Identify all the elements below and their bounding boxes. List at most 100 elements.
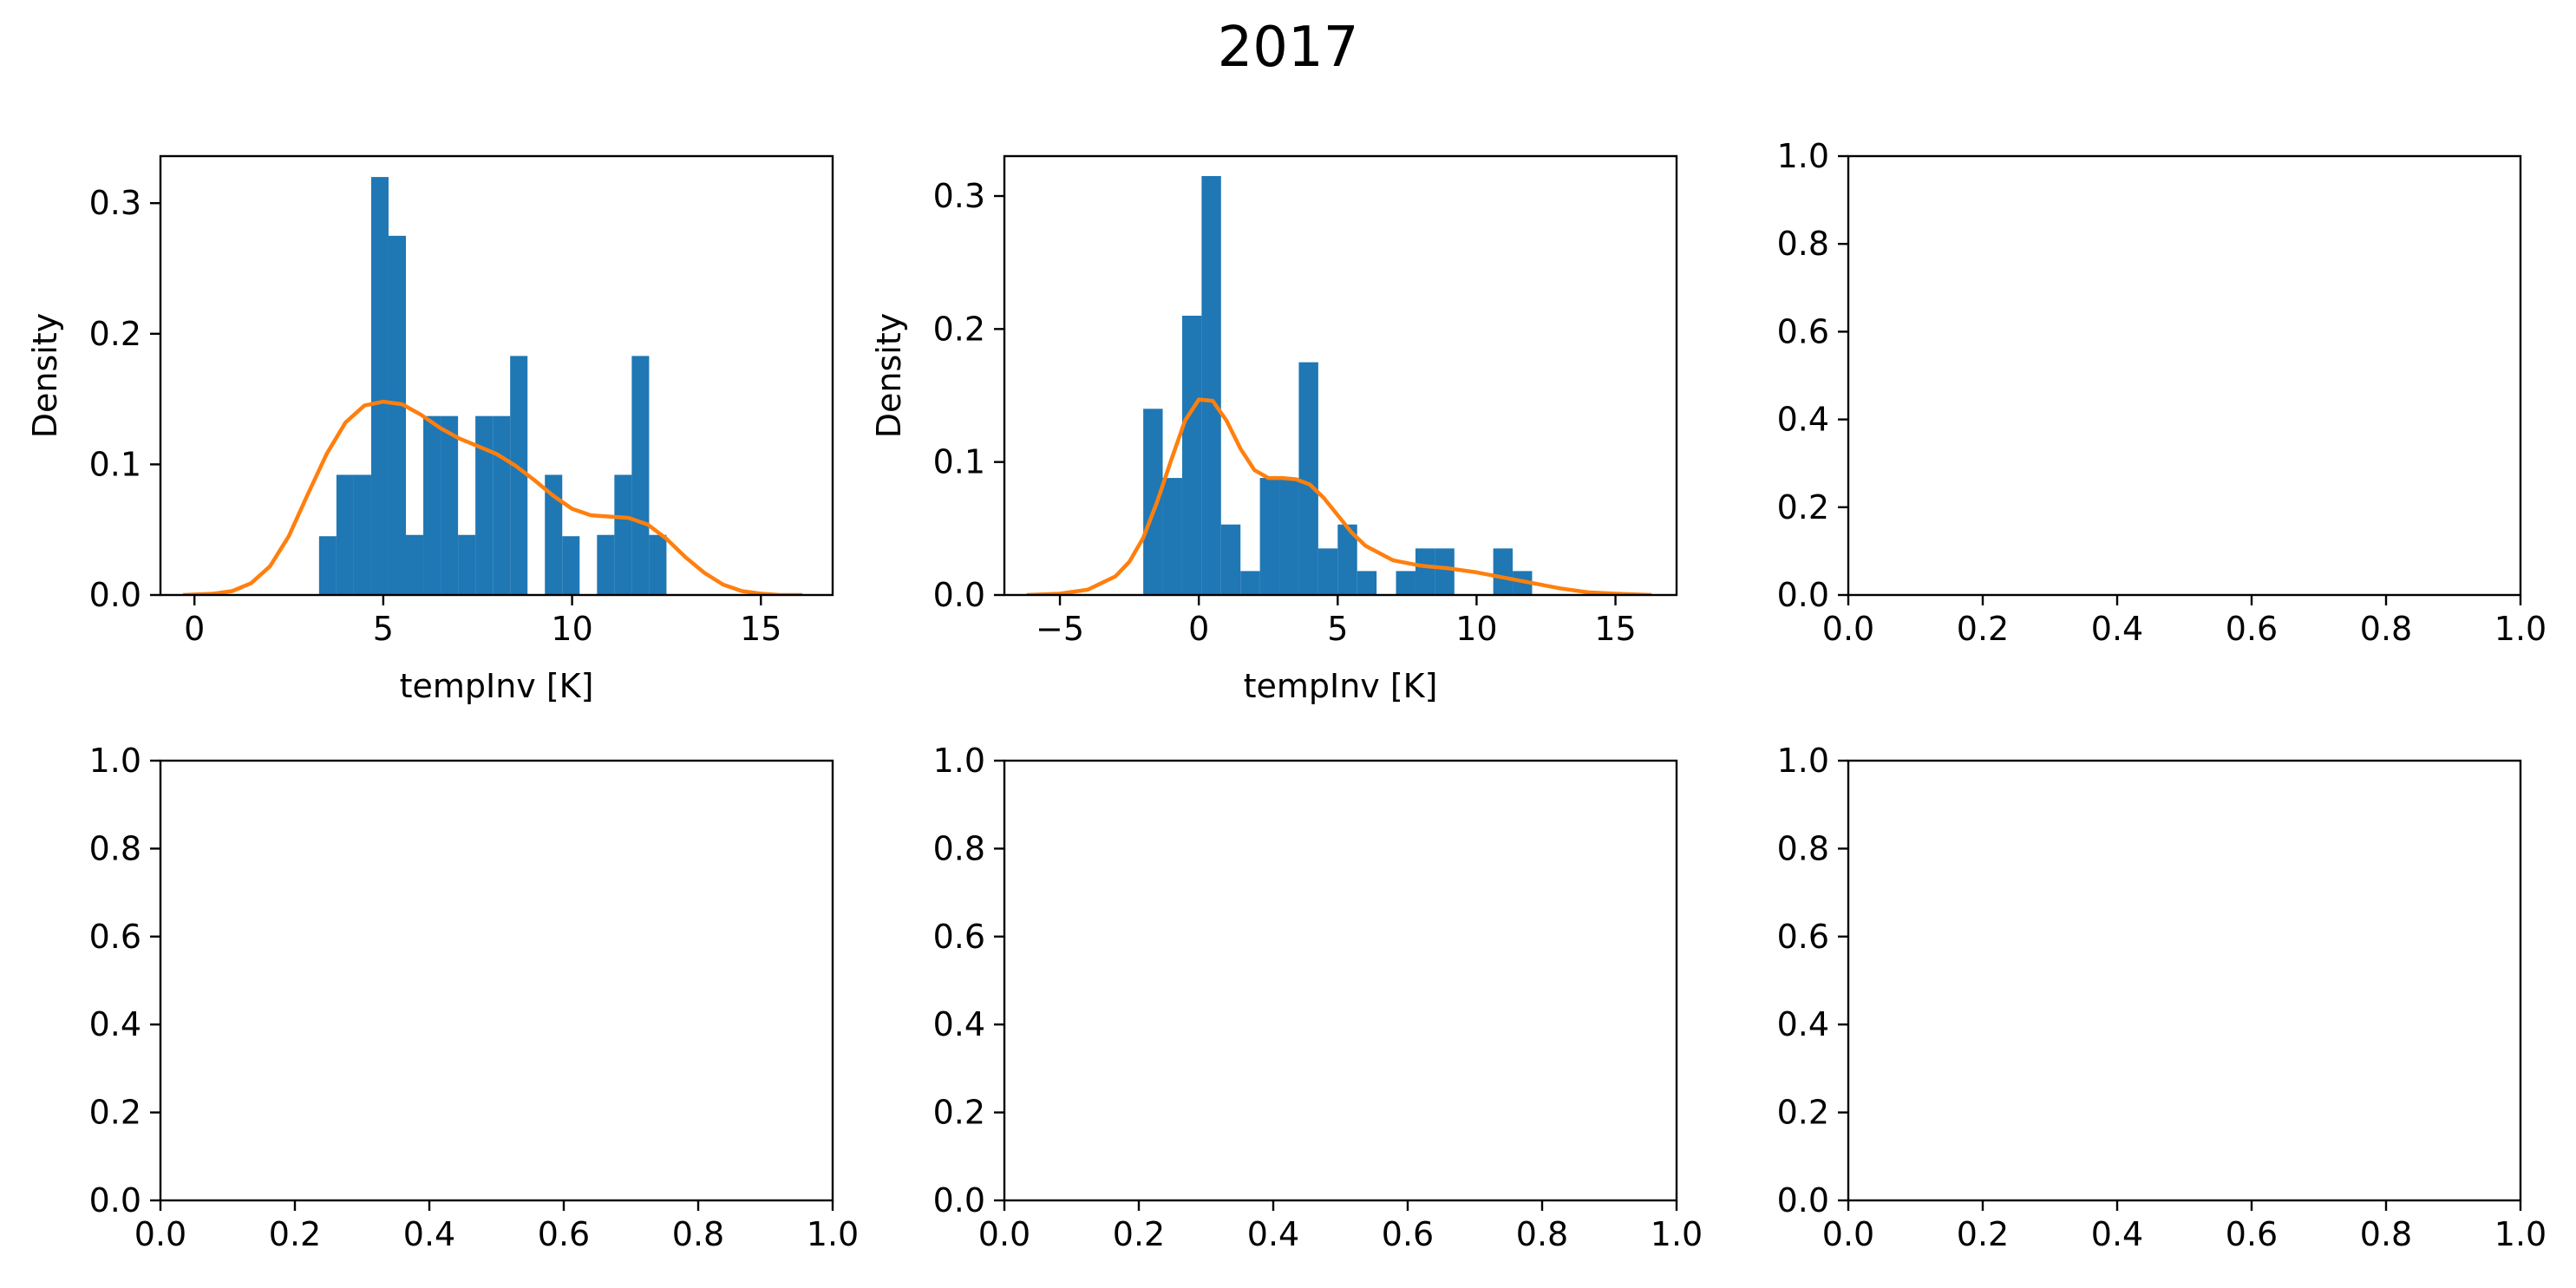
x-tick-label: 0.6 — [538, 1215, 590, 1253]
axes-frame — [159, 759, 834, 1202]
histogram-bar — [336, 474, 354, 595]
x-tick-label: 1.0 — [2494, 1215, 2547, 1253]
x-tick-label: 0.4 — [403, 1215, 455, 1253]
figure-title: 2017 — [1218, 16, 1359, 80]
x-tick-label: 0 — [1188, 610, 1209, 648]
x-tick-label: 0.0 — [1822, 1215, 1874, 1253]
histogram-bar — [1435, 548, 1455, 595]
y-tick-label: 1.0 — [933, 742, 985, 780]
histogram-bar — [510, 356, 528, 595]
histogram-bar — [1162, 478, 1182, 595]
x-tick-label: 0.4 — [1247, 1215, 1299, 1253]
y-tick-label: 0.6 — [1777, 312, 1829, 350]
y-tick-label: 0.4 — [1777, 401, 1829, 439]
histogram-bar — [1357, 571, 1377, 595]
x-tick-label: 0.4 — [2091, 610, 2143, 648]
x-axis-label: tempInv [K] — [1244, 667, 1438, 705]
histogram-bar — [423, 415, 441, 595]
y-tick-label: 0.8 — [1777, 225, 1829, 263]
histogram-bar — [1415, 548, 1435, 595]
histogram-bar — [1337, 524, 1357, 595]
x-tick-label: 10 — [1455, 610, 1497, 648]
histogram-bar — [318, 536, 337, 595]
y-tick-label: 0.1 — [933, 443, 985, 481]
histogram-bar — [1259, 478, 1280, 595]
histogram-bar — [493, 415, 511, 595]
x-tick-label: 1.0 — [2494, 610, 2547, 648]
y-tick-label: 0.3 — [933, 177, 985, 215]
x-tick-label: 5 — [1327, 610, 1348, 648]
y-tick-label: 0.0 — [89, 576, 141, 614]
histogram-bar — [388, 235, 407, 595]
x-tick-label: 0.8 — [1516, 1215, 1568, 1253]
y-tick-label: 0.2 — [933, 310, 985, 348]
histogram-bar — [1317, 548, 1338, 595]
subplot-top-right: 0.0 0.2 0.4 0.6 0.8 1.0 0.0 0.2 0.4 0.6 0.8 1.0 — [1777, 137, 2547, 648]
y-tick-label: 0.0 — [933, 576, 985, 614]
axes-frame — [1847, 154, 2522, 597]
y-tick-label: 0.8 — [89, 829, 141, 867]
y-tick-label: 0.2 — [933, 1094, 985, 1132]
histogram-bar — [1493, 548, 1514, 595]
x-tick-label: 0.0 — [978, 1215, 1030, 1253]
x-tick-label: 0.6 — [1382, 1215, 1434, 1253]
axes-frame — [1847, 759, 2522, 1202]
x-tick-label: 1.0 — [1651, 1215, 1703, 1253]
y-tick-label: 0.8 — [1777, 829, 1829, 867]
histogram-bar — [1201, 176, 1221, 595]
x-tick-label: 1.0 — [807, 1215, 859, 1253]
x-tick-label: 15 — [1594, 610, 1636, 648]
y-tick-label: 0.2 — [1777, 488, 1829, 526]
histogram-bar — [597, 534, 615, 595]
y-tick-label: 0.6 — [89, 918, 141, 956]
subplot-bottom-middle: 0.0 0.2 0.4 0.6 0.8 1.0 0.0 0.2 0.4 0.6 0.8 1.0 — [933, 742, 1703, 1253]
x-tick-label: 5 — [373, 610, 394, 648]
x-tick-label: 0.2 — [1113, 1215, 1165, 1253]
y-tick-label: 0.2 — [1777, 1094, 1829, 1132]
x-tick-label: 0.2 — [1957, 610, 2009, 648]
histogram-bar — [406, 534, 424, 595]
x-axis-label: tempInv [K] — [400, 667, 594, 705]
histogram-bar — [631, 356, 650, 595]
histogram-bar — [353, 474, 371, 595]
subplot-top-left: 0 5 10 15 0.0 0.1 0.2 0.3 tempInv [K] Density — [26, 154, 834, 705]
x-tick-label: 10 — [551, 610, 592, 648]
histogram-bar — [614, 474, 632, 595]
y-tick-label: 0.0 — [1777, 1181, 1829, 1219]
y-tick-label: 0.1 — [89, 445, 141, 483]
histogram-bar — [1240, 571, 1260, 595]
histogram-bar — [1298, 362, 1318, 595]
x-tick-label: 0.8 — [2360, 610, 2412, 648]
histogram-bar — [1181, 316, 1202, 595]
x-tick-label: 0.2 — [269, 1215, 321, 1253]
histogram-bar — [649, 534, 667, 595]
subplot-bottom-right: 0.0 0.2 0.4 0.6 0.8 1.0 0.0 0.2 0.4 0.6 0.8 1.0 — [1777, 742, 2547, 1253]
y-tick-label: 0.6 — [1777, 918, 1829, 956]
histogram-bar — [458, 534, 476, 595]
y-tick-label: 0.2 — [89, 315, 141, 353]
subplot-top-middle: −5 0 5 10 15 0.0 0.1 0.2 0.3 tempInv [K] Density — [870, 154, 1678, 705]
axes-frame — [159, 154, 834, 597]
histogram-bar — [562, 536, 580, 595]
x-tick-label: 15 — [740, 610, 781, 648]
y-tick-label: 1.0 — [1777, 137, 1829, 175]
histogram-bar — [1279, 478, 1299, 595]
axes-frame — [1003, 154, 1678, 597]
histogram-bar — [1396, 571, 1415, 595]
histogram-bar — [1143, 409, 1163, 595]
x-tick-label: 0.6 — [2226, 610, 2278, 648]
x-tick-label: −5 — [1036, 610, 1084, 648]
axes-frame — [1003, 759, 1678, 1202]
y-tick-label: 0.4 — [933, 1005, 985, 1043]
histogram-bar — [370, 177, 389, 595]
kde-line — [183, 399, 803, 595]
plot-area — [1026, 176, 1652, 595]
x-tick-label: 0.0 — [1822, 610, 1874, 648]
x-tick-label: 0.8 — [2360, 1215, 2412, 1253]
y-tick-label: 0.4 — [89, 1005, 141, 1043]
x-tick-label: 0.0 — [134, 1215, 186, 1253]
y-tick-label: 0.0 — [933, 1181, 985, 1219]
histogram-bar — [1220, 524, 1241, 595]
kde-line — [1026, 397, 1652, 595]
